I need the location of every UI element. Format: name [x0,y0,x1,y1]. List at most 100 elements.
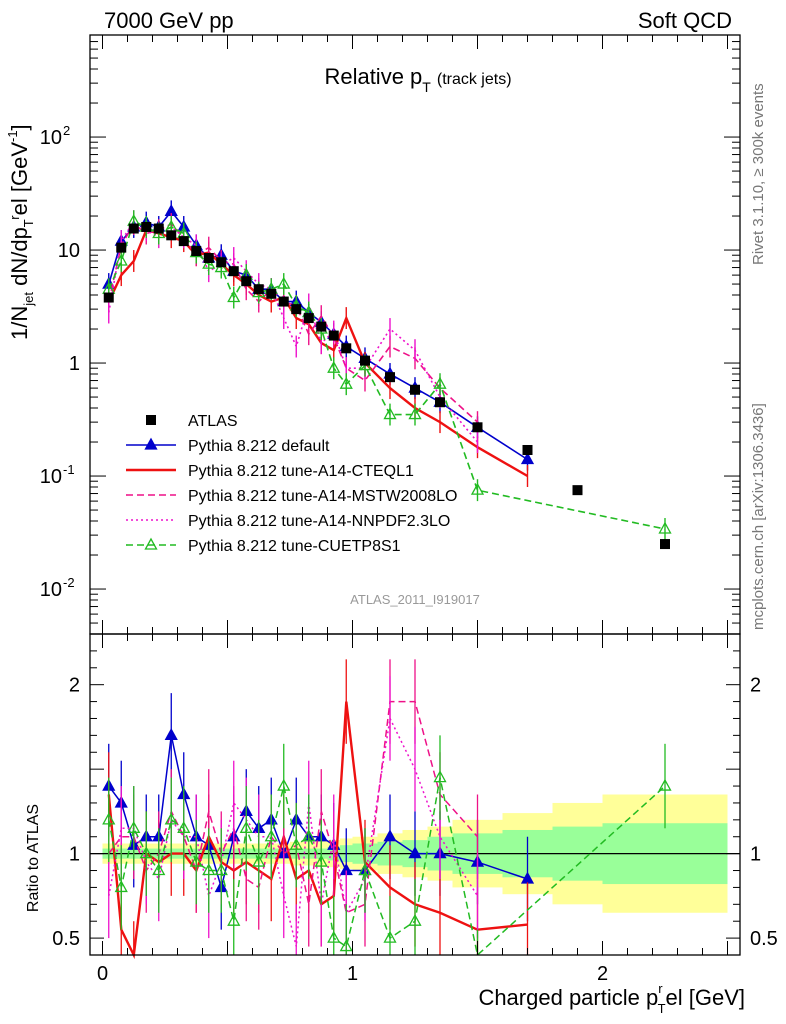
atlas-marker [241,276,252,287]
plot-title-suffix: (track jets) [437,71,512,88]
cuetp-ratio-marker [252,854,266,867]
mcplots-label: mcplots.cern.ch [arXiv:1306.3436] [750,403,767,630]
watermark: ATLAS_2011_I919017 [350,592,480,607]
lower-frame [89,633,741,956]
y-tick-label: 10 [58,240,80,262]
atlas-marker [253,284,264,295]
legend: ATLAS Pythia 8.212 default Pythia 8.212 tu… [126,413,457,555]
default-ratio-marker [164,728,178,741]
atlas-marker [153,223,164,234]
atlas-marker [103,292,114,303]
x-label-sub: T [658,1001,666,1016]
x-tick-label: 0 [97,963,108,985]
atlas-marker [216,257,227,268]
y-tick-label: 10 [40,466,62,488]
atlas-marker [472,422,483,433]
y-tick-exponent: -2 [63,575,75,590]
atlas-marker [341,343,352,354]
cuetp-marker [114,253,128,266]
atlas-marker [328,330,339,341]
atlas-marker [291,304,302,315]
cuetp-ratio-marker [202,863,216,876]
cuetp-ratio-marker [277,778,291,791]
y-tick-exponent: -1 [63,462,75,477]
ratio-y-tick-label-left: 1 [69,844,80,866]
atlas-marker [116,242,127,253]
cuetp-marker [327,360,341,373]
header-left: 7000 GeV pp [104,8,234,33]
atlas-marker [660,539,670,550]
header-right: Soft QCD [638,8,732,33]
cuetp-ratio-marker [102,812,116,825]
cuetp-ratio-marker [302,829,316,842]
cuetp-ratio-marker [189,854,203,867]
ratio-y-tick-label-left: 0.5 [52,928,80,950]
default-marker [520,452,535,465]
legend-entry-label: Pythia 8.212 tune-CUETP8S1 [188,538,401,555]
rivet-label: Rivet 3.1.10, ≥ 300k events [750,83,767,265]
atlas-marker [410,384,420,395]
cuetp-ratio-marker [327,930,341,943]
atlas-marker [166,230,177,241]
x-axis-label: Charged particle pr Tel [GeV] [478,981,745,1016]
default-line [108,210,528,461]
legend-entry-label: Pythia 8.212 tune-A14-MSTW2008LO [188,488,457,505]
cteql1-line [107,228,529,478]
atlas-marker [128,223,139,234]
default-ratio-marker [383,829,397,842]
x-tick-label: 2 [597,963,608,985]
cuetp-ratio-marker [127,820,141,833]
legend-entry-label: Pythia 8.212 tune-A14-NNPDF2.3LO [188,513,450,530]
cuetp-ratio-marker [433,770,447,783]
y-tick-label: 1 [69,353,80,375]
cuetp-ratio-marker [339,939,353,952]
nnpdf-line [108,220,479,443]
series-layer [102,200,672,960]
cuetp-ratio-marker [408,913,422,926]
cuetp-ratio-marker [152,863,166,876]
upper-y-label: 1/Njet dN/dpTrel [GeV-1] [5,124,36,340]
cuetp-marker [227,290,241,303]
cuetp-ratio-marker [264,829,278,842]
atlas-marker [572,485,583,496]
atlas-marker [178,236,189,247]
plot-title-sub: T [422,79,431,95]
cuetp-marker [339,376,353,389]
cuetp-ratio-marker [164,812,178,825]
atlas-marker [266,288,277,299]
legend-entry-label: Pythia 8.212 default [188,438,330,455]
cuetp-ratio-marker [114,880,128,893]
y-tick-label: 10 [40,579,62,601]
cuetp-ratio-marker [139,846,153,859]
atlas-marker [203,253,214,264]
atlas-marker [385,372,395,383]
atlas-marker [278,296,289,307]
cuetp-ratio-line [108,777,666,957]
x-label-suffix: el [GeV] [666,985,745,1010]
ratio-y-tick-label-right: 1 [750,844,761,866]
cuetp-ratio-marker [239,820,253,833]
atlas-marker [360,355,370,366]
cuetp-marker [408,407,422,420]
cuetp-ratio-marker [314,854,328,867]
plot-title: Relative pT (track jets) [324,64,511,95]
cuetp-ratio-marker [227,913,241,926]
ratio-y-tick-label-right: 2 [750,675,761,697]
lower-y-label: Ratio to ATLAS [25,804,42,912]
legend-entry-label: Pythia 8.212 tune-A14-CTEQL1 [188,463,414,480]
legend-swatch-marker [144,537,158,550]
x-label-sup: r [658,981,663,996]
atlas-marker [435,397,445,408]
cuetp-ratio-marker [289,837,303,850]
cuetp-marker [470,482,485,495]
y-tick-label: 10 [40,127,62,149]
mstw-ratio-line [108,700,479,914]
cuetp-ratio-marker [658,778,672,791]
cuetp-marker [277,276,291,289]
ratio-y-tick-label-right: 0.5 [750,928,778,950]
cuetp-marker [433,376,447,389]
atlas-marker [522,444,533,455]
x-tick-label: 1 [347,963,358,985]
